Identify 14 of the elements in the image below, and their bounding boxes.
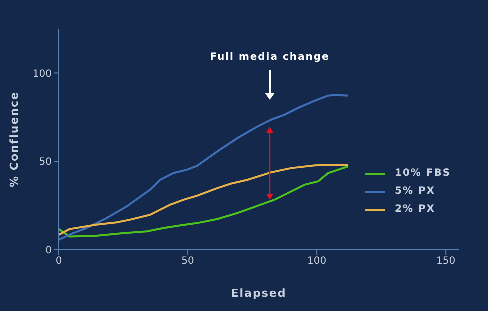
legend-label: 5% PX <box>395 185 436 199</box>
annotation: Full media change <box>210 52 330 63</box>
y-axis-title: % Confluence <box>8 92 21 188</box>
x-tick-label: 100 <box>308 256 327 268</box>
line-series <box>59 94 350 241</box>
y-tick-label: 100 <box>32 68 52 80</box>
x-axis-title: Elapsed <box>231 287 287 300</box>
y-tick-label: 50 <box>39 157 52 168</box>
legend-label: 10% FBS <box>395 167 452 181</box>
y-tick-label: 0 <box>46 246 52 257</box>
legend-label: 2% PX <box>395 203 436 217</box>
x-tick-label: 0 <box>56 256 62 268</box>
x-tick-label: 50 <box>182 256 194 268</box>
x-tick-label: 150 <box>436 256 456 268</box>
